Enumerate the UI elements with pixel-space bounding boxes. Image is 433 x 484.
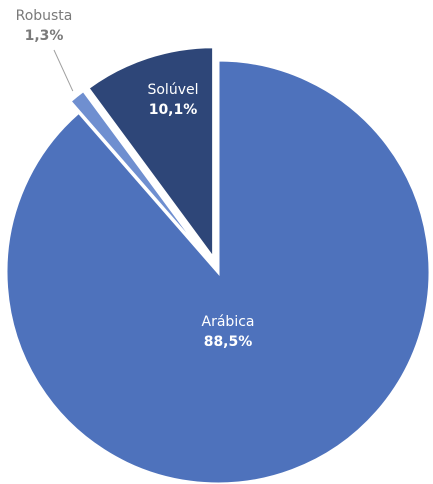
slice-value-solúvel: 10,1% — [149, 102, 198, 118]
slice-label-solúvel: Solúvel — [147, 82, 198, 98]
slice-label-arábica: Arábica — [202, 314, 255, 330]
leader-line-robusta — [53, 49, 74, 92]
slice-value-arábica: 88,5% — [204, 334, 253, 350]
slice-value-robusta: 1,3% — [25, 28, 64, 44]
pie-slices — [4, 45, 432, 484]
pie-labels: Arábica 88,5% Robusta 1,3% Solúvel 10,1% — [16, 8, 255, 350]
pie-slice-robusta — [67, 88, 211, 263]
pie-slice-arábica — [4, 58, 432, 484]
slice-label-robusta: Robusta — [16, 8, 73, 24]
pie-slice-solúvel — [85, 45, 216, 264]
